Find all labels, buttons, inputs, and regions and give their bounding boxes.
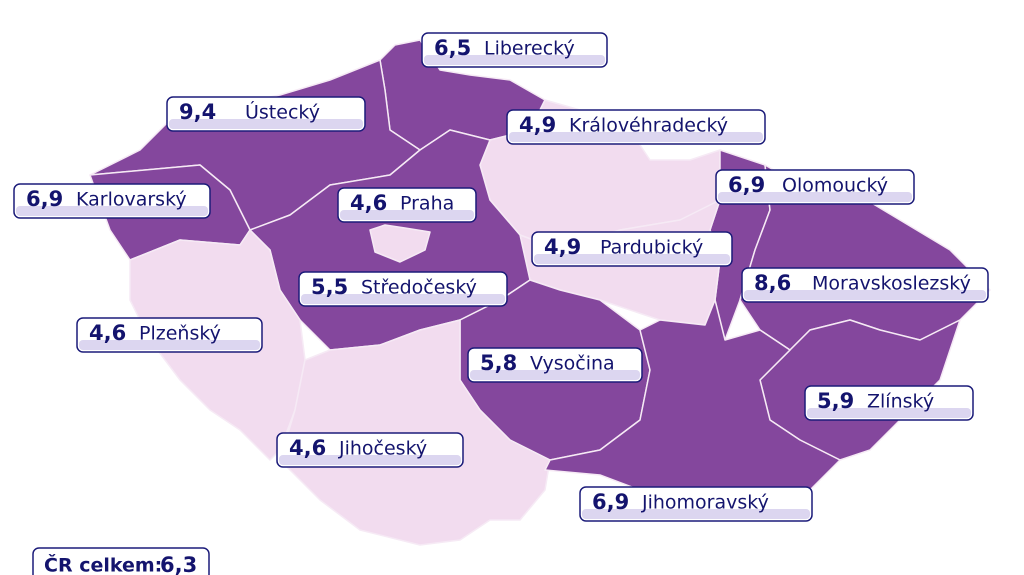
label-box: 8,6 Moravskoslezský [741,267,989,303]
region-value: 6,9 [592,490,629,514]
label-stripe [744,290,986,300]
region-name: Ústecký [245,100,320,124]
label-box: 5,8 Vysočina [467,347,643,383]
label-box: 6,9 Karlovarský [13,183,211,219]
region-name: Praha [400,193,454,215]
label-box: 6,5 Liberecký [421,32,608,68]
region-name: Jihočeský [338,438,427,460]
region-value: 5,9 [817,389,854,413]
label-box: 9,4 Ústecký [166,96,366,132]
region-name: Zlínský [867,391,934,413]
region-name: Liberecký [484,38,575,60]
label-stripe [534,254,730,264]
label-box: 6,9 Olomoucký [715,169,915,205]
region-name: Plzeňský [139,323,221,345]
region-name: Vysočina [530,353,615,375]
label-box: 4,6 Plzeňský [76,317,263,353]
label-box: 6,9 Jihomoravský [579,486,813,522]
label-stripe [79,340,260,350]
label-stripe [509,132,763,142]
label-stripe [807,408,971,418]
label-stripe [470,370,640,380]
label-box: 5,9 Zlínský [804,385,974,421]
region-value: 6,5 [434,36,471,60]
region-name: Olomoucký [782,175,888,197]
total-box: ČR celkem:6,3 [32,547,210,575]
region-name: Jihomoravský [641,492,769,514]
region-value: 4,6 [289,436,326,460]
label-stripe [340,210,474,220]
region-value: 9,4 [179,100,216,124]
region-name: Pardubický [600,237,703,259]
label-stripe [301,294,505,304]
total-value: 6,3 [160,553,197,575]
region-value: 4,9 [519,113,556,137]
label-stripe [169,119,363,129]
region-value: 6,9 [728,173,765,197]
label-box: 4,6 Praha [337,187,477,223]
label-box: 4,6 Jihočeský [276,432,464,468]
region-value: 6,9 [26,187,63,211]
label-stripe [279,455,461,465]
label-stripe [718,192,912,202]
total-bg [32,547,210,575]
region-name: Karlovarský [76,189,187,211]
label-stripe [424,55,605,65]
region-value: 4,6 [350,191,387,215]
label-box: 4,9 Královéhradecký [506,109,766,145]
region [369,224,431,263]
region-value: 4,9 [544,235,581,259]
labels: 6,5 Liberecký 9,4 Ústecký 4,9 Královéhradecký… [13,32,989,575]
label-stripe [16,206,208,216]
label-box: 5,5 Středočeský [298,271,508,307]
region [544,299,841,511]
region-name: Středočeský [361,277,477,299]
region-value: 4,6 [89,321,126,345]
region-name: Moravskoslezský [812,273,971,295]
region-value: 8,6 [754,271,791,295]
region-value: 5,8 [480,351,517,375]
label-stripe [582,509,810,519]
region-name: Královéhradecký [569,115,728,137]
label-box: 4,9 Pardubický [531,231,733,267]
region-value: 5,5 [311,275,348,299]
total-label: ČR celkem: [44,553,162,575]
